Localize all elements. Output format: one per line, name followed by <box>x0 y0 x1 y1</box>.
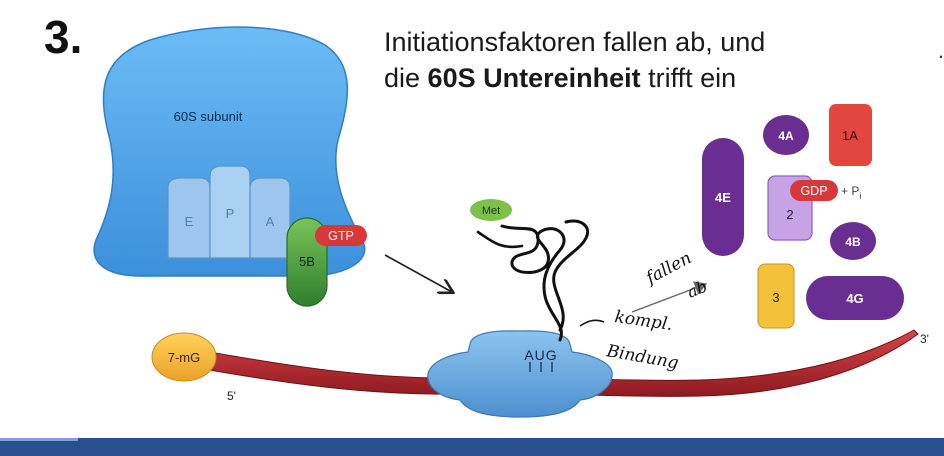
edge-mark: . <box>937 38 944 63</box>
footer-bar <box>0 438 944 456</box>
factor-4b <box>830 222 876 260</box>
gtp-badge <box>315 225 367 246</box>
met-badge <box>470 199 512 221</box>
slide-number: 3. <box>44 11 83 63</box>
gdp-label: GDP <box>800 184 827 198</box>
slide-heading: Initiationsfaktoren fallen ab, und die 6… <box>384 24 904 96</box>
factor-4b-label: 4B <box>845 235 861 249</box>
factor-4e <box>702 138 744 256</box>
translation-initiation-diagram: 60S subunit E P A 5B GTP 5' 3' 7-mG AUG … <box>93 26 929 418</box>
cap-label: 7-mG <box>168 350 201 365</box>
kompl-note-line2: Bindung <box>604 341 680 373</box>
eif5b-label: 5B <box>299 254 315 269</box>
trna-strand-2 <box>552 219 589 332</box>
trna-strand <box>500 224 566 342</box>
heading-line-2-pre: die <box>384 63 428 93</box>
pi-label-sub: i <box>859 191 861 201</box>
five-prime-label: 5' <box>227 389 236 403</box>
p-site <box>209 165 251 259</box>
ribosome-sites: E P A <box>167 165 291 259</box>
60s-subunit-body <box>93 26 366 277</box>
gdp-badge <box>790 180 838 201</box>
met-label: Met <box>482 205 500 217</box>
fallen-note-line2: ab <box>684 277 709 302</box>
kompl-note-line1: kompl. <box>613 307 674 335</box>
heading-line-1: Initiationsfaktoren fallen ab, und <box>384 27 766 57</box>
60s-subunit: 60S subunit <box>93 26 366 277</box>
trna-loop <box>476 230 524 249</box>
cap-7mg: 7-mG <box>151 332 217 382</box>
factor-4a <box>763 115 809 155</box>
gtp-label: GTP <box>328 229 354 243</box>
40s-subunit: AUG <box>427 330 613 418</box>
factor-4e-label: 4E <box>715 190 731 205</box>
three-prime-label: 3' <box>920 332 929 346</box>
heading-line-2: die 60S Untereinheit trifft ein <box>384 60 904 96</box>
factor-1a-label: 1A <box>842 128 858 143</box>
met-trna: Met <box>470 199 589 342</box>
handwritten-fallen-ab: fallen ab <box>631 248 710 313</box>
heading-line-2-post: trifft ein <box>640 63 737 93</box>
kompl-pointer <box>579 319 605 327</box>
factor-1a <box>829 104 872 166</box>
factor-4a-label: 4A <box>778 129 794 143</box>
eif5b-factor: 5B GTP <box>286 217 367 307</box>
movement-arrow <box>384 254 452 292</box>
e-site-label: E <box>185 214 194 229</box>
factor-3 <box>757 263 795 329</box>
heading-emphasis: 60S Untereinheit <box>427 63 641 93</box>
p-site-label: P <box>226 206 235 221</box>
factor-3-label: 3 <box>772 290 779 305</box>
factor-2-label: 2 <box>786 207 793 222</box>
release-arrow <box>631 281 708 313</box>
a-site-label: A <box>266 214 275 229</box>
40s-subunit-body <box>427 330 613 418</box>
pi-label: + Pi <box>841 184 861 201</box>
cap-body <box>151 332 217 382</box>
released-factors: 4E 4A 1A 2 GDP + Pi 4B 3 4G <box>702 104 904 329</box>
factor-4g <box>806 276 904 320</box>
60s-subunit-label: 60S subunit <box>174 109 243 124</box>
aug-codon-label: AUG <box>524 347 557 363</box>
a-site <box>249 177 291 259</box>
pi-label-main: + P <box>841 184 859 198</box>
footer-accent <box>0 438 78 441</box>
factor-4g-label: 4G <box>846 291 863 306</box>
codon-ticks <box>529 362 553 372</box>
